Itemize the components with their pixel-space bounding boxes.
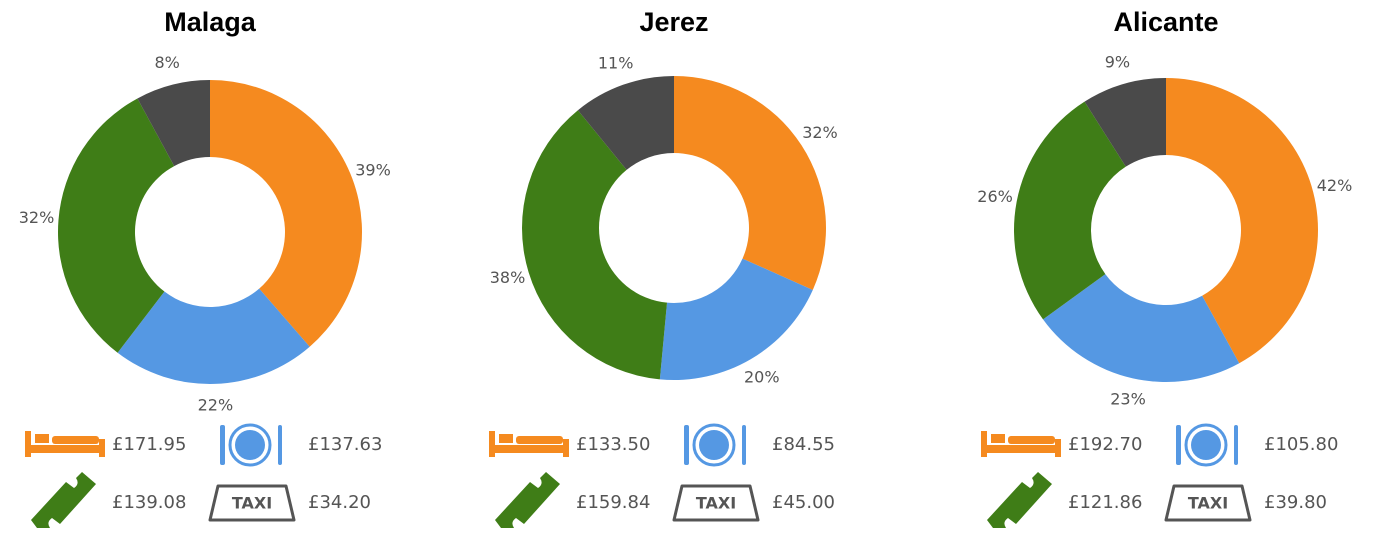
segment-label: 39% — [355, 161, 391, 180]
donut-segment — [674, 76, 826, 290]
food-icon — [278, 425, 282, 465]
taxi-icon — [672, 484, 760, 522]
ticket-icon — [31, 472, 96, 528]
amount: £192.70 — [1068, 434, 1142, 455]
bed-icon — [489, 431, 495, 457]
food-icon — [742, 425, 746, 465]
amount: £45.00 — [772, 492, 835, 513]
amount: £139.08 — [112, 492, 186, 513]
bed-icon — [516, 436, 563, 444]
segment-label: 9% — [1105, 52, 1130, 71]
segment-label: 32% — [19, 208, 55, 227]
amount: £105.80 — [1264, 434, 1338, 455]
segment-label: 20% — [744, 368, 780, 387]
food-icon — [220, 425, 225, 465]
bed-icon — [35, 434, 49, 443]
amount: £171.95 — [112, 434, 186, 455]
taxi-icon-text: TAXI — [1188, 494, 1228, 513]
food-icon — [1234, 425, 1238, 465]
food-icon — [684, 425, 689, 465]
taxi-icon — [1164, 484, 1252, 522]
taxi-icon-text: TAXI — [696, 494, 736, 513]
food-icon — [692, 423, 736, 467]
bed-icon — [489, 445, 569, 453]
donut-segment — [522, 110, 668, 380]
segment-label: 11% — [598, 54, 634, 73]
bed-icon — [1008, 436, 1055, 444]
amount: £137.63 — [308, 434, 382, 455]
segment-label: 8% — [154, 53, 179, 72]
chart-title: Malaga — [164, 7, 257, 37]
amount: £121.86 — [1068, 492, 1142, 513]
taxi-icon — [208, 484, 296, 522]
segment-label: 22% — [198, 395, 234, 414]
food-icon — [1176, 425, 1181, 465]
segment-label: 32% — [802, 123, 838, 142]
donut-segment — [137, 80, 210, 167]
chart: Jerez 32% 20% 38% 11% TAXI £133.50 £84.55 £159.8… — [489, 7, 838, 528]
taxi-icon-text: TAXI — [232, 494, 272, 513]
segment-label: 23% — [1110, 389, 1146, 408]
bed-icon — [981, 445, 1061, 453]
donut-segment — [210, 80, 363, 347]
donut-segment — [1014, 101, 1126, 320]
ticket-icon — [495, 472, 560, 528]
segment-label: 42% — [1317, 176, 1353, 195]
segment-label: 38% — [490, 268, 526, 287]
food-icon — [235, 430, 265, 460]
food-icon — [1184, 423, 1228, 467]
segment-label: 26% — [977, 187, 1013, 206]
amount: £34.20 — [308, 492, 371, 513]
food-icon — [228, 423, 272, 467]
donut-segment — [117, 288, 310, 385]
amount: £133.50 — [576, 434, 650, 455]
donut-segment — [1084, 78, 1166, 167]
amount: £159.84 — [576, 492, 650, 513]
food-icon — [1191, 430, 1221, 460]
bed-icon — [25, 431, 31, 457]
donut-segment — [1043, 274, 1240, 382]
ticket-icon — [987, 472, 1052, 528]
donut-segment — [1166, 78, 1318, 364]
bed-icon — [25, 445, 105, 453]
chart: Malaga 39% 22% 32% 8% TAXI £171.95 £137.63 £139.… — [19, 7, 391, 528]
donut-segment — [659, 258, 813, 381]
food-icon — [699, 430, 729, 460]
bed-icon — [981, 431, 987, 457]
chart-title: Jerez — [639, 7, 708, 37]
donut-segment — [57, 98, 175, 353]
bed-icon — [991, 434, 1005, 443]
amount: £39.80 — [1264, 492, 1327, 513]
chart: Alicante 42% 23% 26% 9% TAXI £192.70 £105.80 £12… — [977, 7, 1352, 528]
amount: £84.55 — [772, 434, 835, 455]
bed-icon — [52, 436, 99, 444]
donut-segment — [577, 76, 674, 170]
bed-icon — [499, 434, 513, 443]
chart-title: Alicante — [1113, 7, 1218, 37]
